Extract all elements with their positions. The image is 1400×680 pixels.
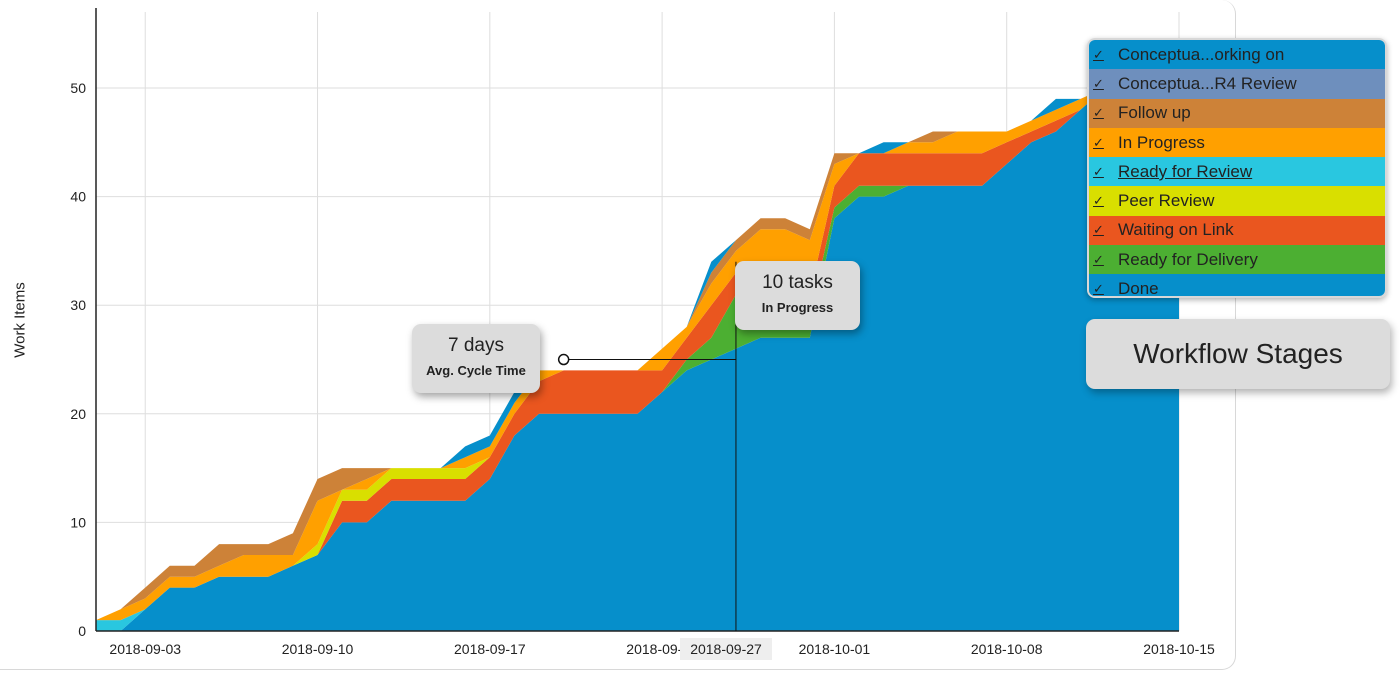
x-tick-label: 2018-10-08 <box>971 641 1043 657</box>
x-tick-label: 2018-10-15 <box>1143 641 1215 657</box>
legend: ✓ Conceptua...orking on ✓ Conceptua...R4… <box>1087 38 1387 298</box>
x-tick-label: 2018-09-10 <box>282 641 354 657</box>
cycle-time-value: 7 days <box>448 335 504 356</box>
y-tick-label: 0 <box>78 623 86 639</box>
tasks-callout: 10 tasks In Progress <box>735 261 860 330</box>
area-series-in-progress <box>96 88 1179 621</box>
cycle-time-marker <box>557 353 570 366</box>
y-tick-label: 50 <box>70 80 86 96</box>
check-icon: ✓ <box>1093 193 1104 209</box>
legend-item-done[interactable]: ✓ Done <box>1089 274 1385 298</box>
y-tick-label: 20 <box>70 406 86 422</box>
x-tick-label: 2018-09-17 <box>454 641 526 657</box>
legend-label: Done <box>1118 279 1159 298</box>
legend-label: Conceptua...R4 Review <box>1118 73 1297 93</box>
legend-label: In Progress <box>1118 132 1205 152</box>
cycle-time-callout: 7 days Avg. Cycle Time <box>412 324 540 393</box>
legend-item-waiting-on-link[interactable]: ✓ Waiting on Link <box>1089 215 1385 246</box>
hover-date-label: 2018-09-27 <box>680 638 772 660</box>
check-icon: ✓ <box>1093 105 1104 121</box>
check-icon: ✓ <box>1093 46 1104 62</box>
legend-label: Ready for Delivery <box>1118 249 1258 269</box>
legend-item-ready-for-delivery[interactable]: ✓ Ready for Delivery <box>1089 245 1385 275</box>
check-icon: ✓ <box>1093 222 1104 238</box>
legend-item-peer-review[interactable]: ✓ Peer Review <box>1089 186 1385 216</box>
y-tick-label: 10 <box>70 514 86 530</box>
area-series-follow-up <box>96 88 1179 621</box>
legend-label: Follow up <box>1118 103 1191 123</box>
legend-label: Peer Review <box>1118 191 1215 211</box>
cycle-time-label: Avg. Cycle Time <box>426 363 526 378</box>
check-icon: ✓ <box>1093 281 1104 297</box>
x-tick-label: 2018-10-01 <box>799 641 871 657</box>
area-series-done <box>96 88 1179 631</box>
workflow-stages-button[interactable]: Workflow Stages <box>1086 319 1390 389</box>
tasks-stage: In Progress <box>761 300 834 315</box>
legend-item-conceptual-working-on[interactable]: ✓ Conceptua...orking on <box>1089 40 1385 70</box>
legend-item-follow-up[interactable]: ✓ Follow up <box>1089 98 1385 128</box>
legend-item-ready-for-review[interactable]: ✓ Ready for Review <box>1089 157 1385 187</box>
check-icon: ✓ <box>1093 75 1104 91</box>
legend-item-conceptual-r4-review[interactable]: ✓ Conceptua...R4 Review <box>1089 69 1385 99</box>
y-axis-label: Work Items <box>11 282 29 358</box>
legend-label: Waiting on Link <box>1118 220 1234 240</box>
check-icon: ✓ <box>1093 251 1104 267</box>
check-icon: ✓ <box>1093 134 1104 150</box>
legend-label: Ready for Review <box>1118 161 1253 181</box>
legend-item-in-progress[interactable]: ✓ In Progress <box>1089 127 1385 158</box>
y-tick-label: 40 <box>70 189 86 205</box>
y-tick-label: 30 <box>70 297 86 313</box>
area-series-peer-review <box>96 88 1179 631</box>
x-tick-label: 2018-09-03 <box>109 641 181 657</box>
legend-label: Conceptua...orking on <box>1118 44 1285 64</box>
tasks-count: 10 tasks <box>762 272 833 293</box>
check-icon: ✓ <box>1093 163 1104 179</box>
